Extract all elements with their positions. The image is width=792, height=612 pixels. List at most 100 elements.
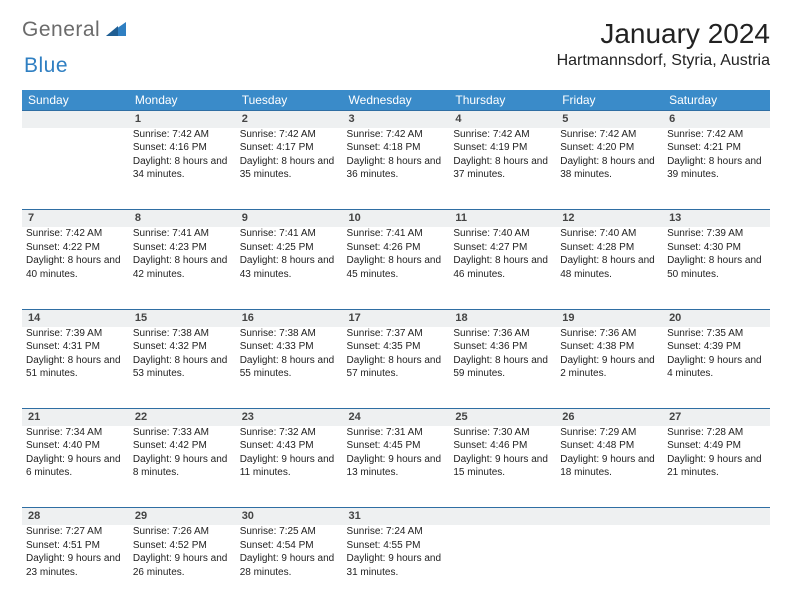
week-body-row: Sunrise: 7:34 AMSunset: 4:40 PMDaylight:… xyxy=(22,426,770,508)
day-cell: Sunrise: 7:40 AMSunset: 4:28 PMDaylight:… xyxy=(556,227,663,309)
daynum-row: 28293031 xyxy=(22,508,770,525)
day-number: 16 xyxy=(236,309,343,326)
daylight-text: Daylight: 9 hours and 2 minutes. xyxy=(560,354,659,381)
day-cell: Sunrise: 7:36 AMSunset: 4:38 PMDaylight:… xyxy=(556,327,663,409)
sunset-text: Sunset: 4:39 PM xyxy=(667,340,766,354)
day-number: 11 xyxy=(449,210,556,227)
sunset-text: Sunset: 4:25 PM xyxy=(240,241,339,255)
day-number xyxy=(449,508,556,525)
daylight-text: Daylight: 8 hours and 39 minutes. xyxy=(667,155,766,182)
sunrise-text: Sunrise: 7:42 AM xyxy=(240,128,339,142)
daylight-text: Daylight: 8 hours and 43 minutes. xyxy=(240,254,339,281)
day-cell: Sunrise: 7:41 AMSunset: 4:26 PMDaylight:… xyxy=(343,227,450,309)
day-number: 31 xyxy=(343,508,450,525)
day-number: 22 xyxy=(129,409,236,426)
sunrise-text: Sunrise: 7:35 AM xyxy=(667,327,766,341)
day-cell: Sunrise: 7:41 AMSunset: 4:23 PMDaylight:… xyxy=(129,227,236,309)
day-number: 21 xyxy=(22,409,129,426)
daylight-text: Daylight: 9 hours and 28 minutes. xyxy=(240,552,339,579)
daynum-row: 14151617181920 xyxy=(22,309,770,326)
day-cell: Sunrise: 7:42 AMSunset: 4:20 PMDaylight:… xyxy=(556,128,663,210)
sunset-text: Sunset: 4:19 PM xyxy=(453,141,552,155)
weekday-header: Friday xyxy=(556,90,663,111)
day-cell xyxy=(449,525,556,607)
weekday-header: Tuesday xyxy=(236,90,343,111)
sunrise-text: Sunrise: 7:42 AM xyxy=(347,128,446,142)
sunrise-text: Sunrise: 7:41 AM xyxy=(347,227,446,241)
sunrise-text: Sunrise: 7:41 AM xyxy=(133,227,232,241)
sunrise-text: Sunrise: 7:37 AM xyxy=(347,327,446,341)
daylight-text: Daylight: 9 hours and 8 minutes. xyxy=(133,453,232,480)
sunrise-text: Sunrise: 7:25 AM xyxy=(240,525,339,539)
daylight-text: Daylight: 9 hours and 15 minutes. xyxy=(453,453,552,480)
sunrise-text: Sunrise: 7:40 AM xyxy=(453,227,552,241)
day-cell: Sunrise: 7:42 AMSunset: 4:19 PMDaylight:… xyxy=(449,128,556,210)
daylight-text: Daylight: 9 hours and 11 minutes. xyxy=(240,453,339,480)
sunrise-text: Sunrise: 7:38 AM xyxy=(240,327,339,341)
daylight-text: Daylight: 8 hours and 50 minutes. xyxy=(667,254,766,281)
sunrise-text: Sunrise: 7:32 AM xyxy=(240,426,339,440)
daylight-text: Daylight: 8 hours and 34 minutes. xyxy=(133,155,232,182)
day-number: 29 xyxy=(129,508,236,525)
day-number: 12 xyxy=(556,210,663,227)
sunset-text: Sunset: 4:43 PM xyxy=(240,439,339,453)
daylight-text: Daylight: 9 hours and 26 minutes. xyxy=(133,552,232,579)
day-number: 9 xyxy=(236,210,343,227)
daylight-text: Daylight: 8 hours and 51 minutes. xyxy=(26,354,125,381)
sunset-text: Sunset: 4:46 PM xyxy=(453,439,552,453)
daylight-text: Daylight: 9 hours and 21 minutes. xyxy=(667,453,766,480)
daylight-text: Daylight: 8 hours and 48 minutes. xyxy=(560,254,659,281)
daylight-text: Daylight: 8 hours and 40 minutes. xyxy=(26,254,125,281)
day-cell: Sunrise: 7:38 AMSunset: 4:33 PMDaylight:… xyxy=(236,327,343,409)
daylight-text: Daylight: 8 hours and 53 minutes. xyxy=(133,354,232,381)
day-cell: Sunrise: 7:41 AMSunset: 4:25 PMDaylight:… xyxy=(236,227,343,309)
sunrise-text: Sunrise: 7:39 AM xyxy=(667,227,766,241)
sunset-text: Sunset: 4:33 PM xyxy=(240,340,339,354)
day-cell: Sunrise: 7:42 AMSunset: 4:17 PMDaylight:… xyxy=(236,128,343,210)
sunrise-text: Sunrise: 7:39 AM xyxy=(26,327,125,341)
sunrise-text: Sunrise: 7:30 AM xyxy=(453,426,552,440)
weekday-header: Saturday xyxy=(663,90,770,111)
day-number: 20 xyxy=(663,309,770,326)
daylight-text: Daylight: 9 hours and 6 minutes. xyxy=(26,453,125,480)
day-number: 10 xyxy=(343,210,450,227)
sunrise-text: Sunrise: 7:26 AM xyxy=(133,525,232,539)
daylight-text: Daylight: 9 hours and 13 minutes. xyxy=(347,453,446,480)
sunset-text: Sunset: 4:55 PM xyxy=(347,539,446,553)
day-number: 5 xyxy=(556,111,663,128)
day-cell: Sunrise: 7:35 AMSunset: 4:39 PMDaylight:… xyxy=(663,327,770,409)
day-number: 17 xyxy=(343,309,450,326)
day-cell: Sunrise: 7:36 AMSunset: 4:36 PMDaylight:… xyxy=(449,327,556,409)
day-number xyxy=(556,508,663,525)
sunrise-text: Sunrise: 7:27 AM xyxy=(26,525,125,539)
day-number: 4 xyxy=(449,111,556,128)
daylight-text: Daylight: 8 hours and 45 minutes. xyxy=(347,254,446,281)
sunset-text: Sunset: 4:31 PM xyxy=(26,340,125,354)
daylight-text: Daylight: 8 hours and 57 minutes. xyxy=(347,354,446,381)
day-cell: Sunrise: 7:28 AMSunset: 4:49 PMDaylight:… xyxy=(663,426,770,508)
brand-triangle-icon xyxy=(106,20,126,41)
week-body-row: Sunrise: 7:27 AMSunset: 4:51 PMDaylight:… xyxy=(22,525,770,607)
day-number: 28 xyxy=(22,508,129,525)
sunset-text: Sunset: 4:20 PM xyxy=(560,141,659,155)
sunset-text: Sunset: 4:23 PM xyxy=(133,241,232,255)
daylight-text: Daylight: 9 hours and 18 minutes. xyxy=(560,453,659,480)
day-number: 3 xyxy=(343,111,450,128)
sunrise-text: Sunrise: 7:36 AM xyxy=(453,327,552,341)
sunset-text: Sunset: 4:30 PM xyxy=(667,241,766,255)
daylight-text: Daylight: 8 hours and 35 minutes. xyxy=(240,155,339,182)
day-cell: Sunrise: 7:32 AMSunset: 4:43 PMDaylight:… xyxy=(236,426,343,508)
day-number: 19 xyxy=(556,309,663,326)
sunset-text: Sunset: 4:27 PM xyxy=(453,241,552,255)
daylight-text: Daylight: 8 hours and 59 minutes. xyxy=(453,354,552,381)
daylight-text: Daylight: 9 hours and 4 minutes. xyxy=(667,354,766,381)
sunset-text: Sunset: 4:45 PM xyxy=(347,439,446,453)
daylight-text: Daylight: 9 hours and 23 minutes. xyxy=(26,552,125,579)
sunrise-text: Sunrise: 7:31 AM xyxy=(347,426,446,440)
day-number xyxy=(22,111,129,128)
day-number: 8 xyxy=(129,210,236,227)
day-cell: Sunrise: 7:42 AMSunset: 4:22 PMDaylight:… xyxy=(22,227,129,309)
day-cell: Sunrise: 7:27 AMSunset: 4:51 PMDaylight:… xyxy=(22,525,129,607)
sunset-text: Sunset: 4:32 PM xyxy=(133,340,232,354)
sunrise-text: Sunrise: 7:42 AM xyxy=(26,227,125,241)
